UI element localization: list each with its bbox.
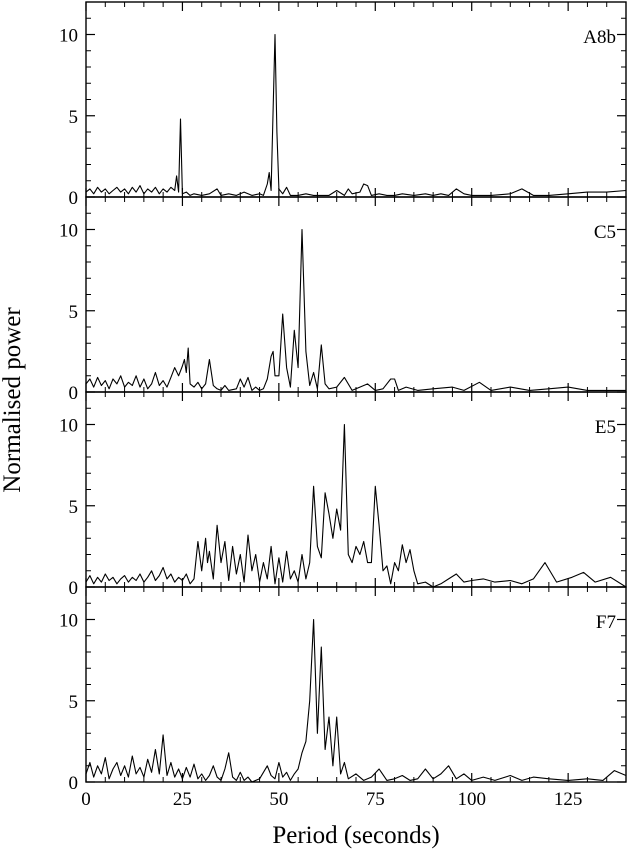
y-tick-label: 5 [69, 302, 79, 323]
y-tick-label: 5 [69, 497, 79, 518]
series-line-c5 [85, 228, 626, 391]
panel-label: E5 [595, 417, 616, 438]
panel-c5: 0 5 10 C5 [59, 196, 627, 404]
y-tick-label: 10 [59, 611, 78, 632]
x-tick-label: 25 [173, 789, 192, 810]
y-tick-label: 10 [59, 221, 78, 242]
panel-label: A8b [583, 27, 616, 48]
panel-frame [85, 586, 627, 783]
panel-frame [85, 391, 627, 588]
panel-label: F7 [596, 612, 616, 633]
y-tick-label: 5 [69, 107, 79, 128]
y-axis-title: Normalised power [0, 307, 26, 493]
panel-a8b: 0 5 10 A8b [59, 1, 627, 209]
panel-f7: 0 5 10 F7 0 25 50 75 100 125 [59, 586, 627, 810]
series-line-e5 [85, 423, 627, 588]
panel-label: C5 [594, 222, 616, 243]
y-tick-label: 10 [59, 416, 78, 437]
panel-frame [85, 196, 627, 393]
y-tick-label: 10 [59, 26, 78, 47]
y-tick-label: 0 [69, 188, 79, 209]
y-tick-label: 0 [69, 773, 79, 794]
series-line-a8b [85, 33, 627, 196]
x-tick-label: 100 [457, 789, 486, 810]
x-tick-label: 50 [269, 789, 288, 810]
y-tick-label: 0 [69, 383, 79, 404]
y-tick-label: 0 [69, 578, 79, 599]
x-tick-label: 75 [366, 789, 385, 810]
panels: 0 5 10 A8b 0 5 10 C5 0 5 10 E5 0 5 10 F7 0 25 50 75 100 125 [59, 1, 627, 810]
panel-frame [85, 1, 627, 198]
series-line-f7 [85, 618, 627, 783]
y-tick-label: 5 [69, 692, 79, 713]
x-axis-title: Period (seconds) [272, 822, 439, 849]
x-tick-label: 125 [554, 789, 583, 810]
panel-e5: 0 5 10 E5 [59, 391, 627, 599]
x-tick-label: 0 [81, 789, 91, 810]
